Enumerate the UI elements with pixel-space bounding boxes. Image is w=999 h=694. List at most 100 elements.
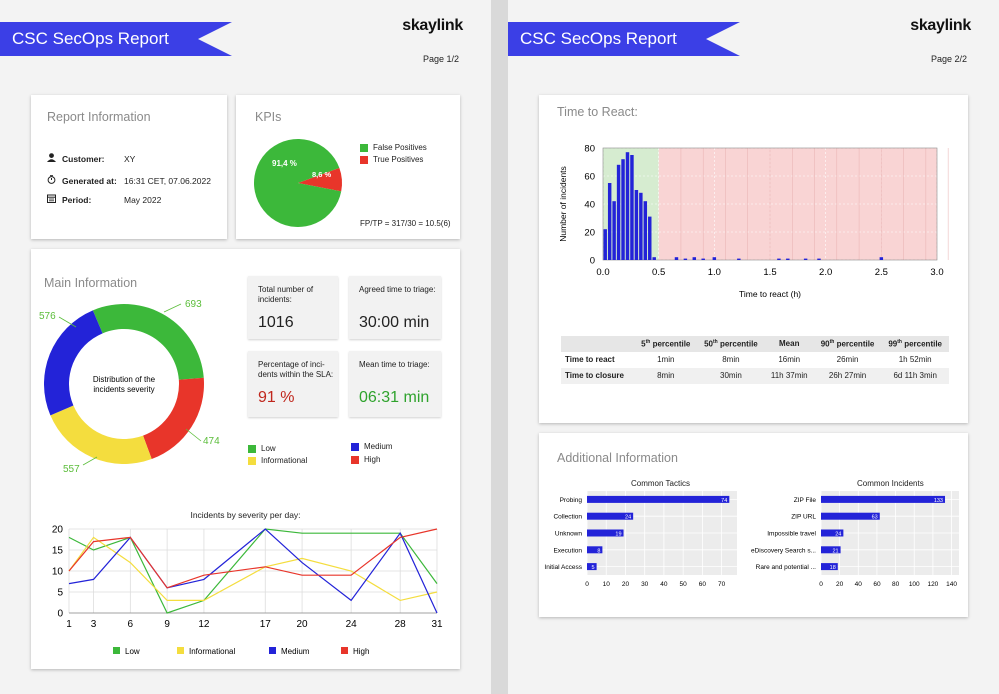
category-label: Impossible travel [767,531,816,538]
page-number-2: Page 2/2 [930,54,967,64]
report-title-2: CSC SecOps Report [520,29,677,48]
x-tick-label: 0.5 [652,267,665,278]
over-sla-zone [658,148,937,260]
histogram-bar [612,201,616,260]
donut-legend-low: Low [248,444,276,453]
generated-row: Generated at: 16:31 CET, 07.06.2022 [47,175,211,186]
donut-legend-high-label: High [364,455,381,464]
histogram-bar [803,258,808,260]
category-label: Execution [553,547,582,554]
donut-legend-informational: Informational [248,456,307,465]
table-header [561,336,635,352]
time-to-react-title: Time to React: [557,105,638,119]
category-label: Collection [553,514,582,521]
x-tick-label: 50 [680,581,688,588]
histogram-bar [616,164,621,260]
table-cell: 6d 11h 3min [881,367,949,384]
generated-value: 16:31 CET, 07.06.2022 [124,175,211,186]
x-tick-label: 17 [260,619,272,630]
legend-label-low: Low [125,647,140,656]
additional-info-title: Additional Information [557,451,678,465]
report-title-banner: CSC SecOps Report [0,22,232,56]
bar-value-label: 63 [872,515,878,521]
low-count: 693 [185,299,202,310]
x-tick-label: 28 [395,619,407,630]
period-label: Period: [62,194,92,205]
bar [821,546,841,554]
generated-label: Generated at: [62,175,117,186]
legend-swatch-low [113,647,120,654]
x-tick-label: 2.0 [819,267,832,278]
customer-row: Customer: XY [47,153,135,164]
additional-info-card: Additional Information Common Tactics Co… [539,433,968,617]
histogram-bar [630,155,634,260]
kpis-title: KPIs [255,110,282,124]
report-page-2: CSC SecOps Report skaylink Page 2/2 Time… [508,0,999,694]
legend-false-positives-label: False Positives [373,143,427,152]
histogram-bar [737,258,741,260]
false-positives-pct: 91,4 % [272,159,297,168]
histogram-bar [639,192,643,260]
y-tick-label: 15 [52,546,64,557]
true-positives-slice [298,167,342,192]
x-tick-label: 0.0 [596,267,609,278]
x-tick-label: 24 [346,619,358,630]
category-label: eDiscovery Search s... [751,547,816,554]
x-tick-label: 20 [836,581,844,588]
table-cell: 30min [697,367,765,384]
page-number: Page 1/2 [422,54,459,64]
x-tick-label: 12 [198,619,210,630]
y-tick-label: 80 [584,144,595,155]
legend-label-medium: Medium [281,647,310,656]
category-label: Initial Access [544,564,582,571]
bar-value-label: 18 [830,565,836,571]
common-tactics-title: Common Tactics [631,479,690,488]
x-tick-label: 10 [603,581,611,588]
x-axis-label: Time to react (h) [739,289,801,299]
donut-legend-medium: Medium [351,442,392,451]
x-tick-label: 30 [641,581,649,588]
x-tick-label: 0 [585,581,589,588]
table-header: 5th percentile [634,336,698,352]
series-line-high [68,528,438,589]
table-cell: 16min [778,355,801,365]
customer-value: XY [124,153,136,164]
period-value: May 2022 [124,194,162,205]
histogram-bar [683,258,688,260]
sla-percentage-value: 91 % [258,389,295,406]
medium-count: 576 [39,311,56,322]
y-tick-label: 5 [57,588,63,599]
x-tick-label: 40 [855,581,863,588]
donut-slice-low [92,304,204,380]
series-line-informational [68,536,438,602]
main-info-title: Main Information [44,276,138,290]
agreed-time-label: Agreed time to triage: [359,285,436,294]
mean-triage-box: Mean time to triage: 06:31 min [349,351,441,417]
y-tick-label: 0 [57,609,63,620]
period-row: Period: May 2022 [47,194,161,205]
table-cell: 11h 37min [764,367,814,384]
bar [587,563,597,571]
legend-label-high: High [353,647,369,656]
plot-frame [602,147,938,261]
total-incidents-label: Total number of incidents: [258,285,314,304]
time-to-react-histogram: 0.0 0.5 1.0 1.5 2.0 2.5 3.0 0 20 40 60 80 Time to re… [558,144,949,299]
histogram-bar [817,258,821,260]
bar-value-label: 19 [615,532,621,538]
x-tick-label: 40 [660,581,668,588]
common-incidents-chart: 0 20 40 60 80 100 120 140 133 ZIP File 63 ZIP URL 24… [751,491,959,588]
y-axis-label: Number of incidents [558,166,568,242]
bar-value-label: 133 [934,498,943,504]
histogram-bar [625,152,630,260]
histogram-bar [786,258,790,260]
category-label: Rare and potential ... [756,564,817,571]
x-tick-label: 70 [718,581,726,588]
table-cell: Time to react [565,355,615,365]
histogram-bar [607,183,612,260]
y-tick-label: 60 [584,172,595,183]
table-header: Mean [764,336,814,352]
category-label: Probing [560,497,583,504]
donut-center-line2: incidents severity [93,385,154,394]
false-positives-slice-shape [254,139,342,228]
